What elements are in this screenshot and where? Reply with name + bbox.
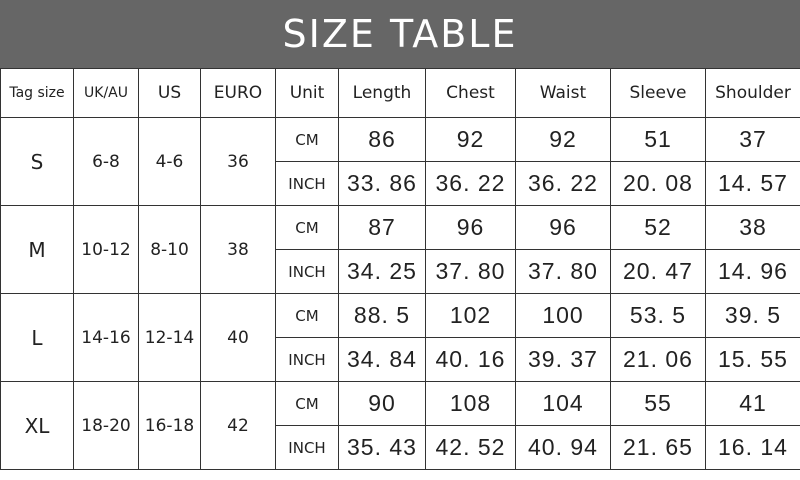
cell-measurement: 96 [515,205,611,250]
column-header: Waist [515,68,611,118]
cell-us: 4-6 [138,117,201,206]
table-row: INCH 33. 86 36. 22 36. 22 20. 08 14. 57 [1,161,800,206]
cell-measurement: 21. 65 [610,425,706,470]
cell-euro: 36 [200,117,276,206]
cell-measurement: 36. 22 [425,161,516,206]
table-row: S 6-8 4-6 36 CM 86 92 92 51 37 [0,117,800,206]
cell-unit: INCH [275,425,339,470]
cell-tag: M [0,205,74,294]
cell-euro: 38 [200,205,276,294]
cell-measurement: 20. 47 [610,249,706,294]
cell-euro: 40 [200,293,276,382]
cell-tag: S [0,117,74,206]
cell-measurement: 55 [610,381,706,426]
cell-measurement: 40. 16 [425,337,516,382]
cell-measurement: 37. 80 [425,249,516,294]
cell-measurement: 51 [610,117,706,162]
page-title: SIZE TABLE [0,0,800,68]
column-header: Length [338,68,426,118]
cell-unit: INCH [275,337,339,382]
table-row: INCH 35. 43 42. 52 40. 94 21. 65 16. 14 [1,425,800,470]
cell-measurement: 90 [338,381,426,426]
cell-unit: CM [275,381,339,426]
cell-measurement: 20. 08 [610,161,706,206]
cell-measurement: 108 [425,381,516,426]
cell-measurement: 15. 55 [705,337,800,382]
column-header: EURO [200,68,276,118]
cell-measurement: 104 [515,381,611,426]
cell-us: 12-14 [138,293,201,382]
cell-measurement: 87 [338,205,426,250]
cell-measurement: 34. 25 [338,249,426,294]
column-header: Chest [425,68,516,118]
cell-measurement: 53. 5 [610,293,706,338]
column-header: UK/AU [73,68,139,118]
cell-uk: 10-12 [73,205,139,294]
cell-measurement: 92 [515,117,611,162]
cell-measurement: 34. 84 [338,337,426,382]
cell-us: 8-10 [138,205,201,294]
column-header: Unit [275,68,339,118]
size-table: Tag size UK/AU US EURO Unit Length Chest Waist S… [0,68,800,470]
cell-tag: XL [0,381,74,470]
cell-measurement: 100 [515,293,611,338]
cell-unit: INCH [275,249,339,294]
cell-measurement: 102 [425,293,516,338]
cell-measurement: 92 [425,117,516,162]
cell-measurement: 88. 5 [338,293,426,338]
cell-unit: CM [275,293,339,338]
cell-measurement: 39. 5 [705,293,800,338]
cell-uk: 18-20 [73,381,139,470]
cell-measurement: 42. 52 [425,425,516,470]
table-row: XL 18-20 16-18 42 CM 90 108 104 55 41 [0,381,800,470]
cell-measurement: 52 [610,205,706,250]
cell-measurement: 40. 94 [515,425,611,470]
cell-unit: INCH [275,161,339,206]
column-header: Tag size [0,68,74,118]
cell-measurement: 37 [705,117,800,162]
cell-measurement: 38 [705,205,800,250]
cell-measurement: 21. 06 [610,337,706,382]
cell-measurement: 86 [338,117,426,162]
column-header: Sleeve [610,68,706,118]
cell-us: 16-18 [138,381,201,470]
cell-measurement: 14. 57 [705,161,800,206]
cell-measurement: 16. 14 [705,425,800,470]
table-row: L 14-16 12-14 40 CM 88. 5 102 100 53. 5 39. 5 [0,293,800,382]
cell-measurement: 35. 43 [338,425,426,470]
cell-measurement: 14. 96 [705,249,800,294]
cell-tag: L [0,293,74,382]
cell-uk: 14-16 [73,293,139,382]
cell-unit: CM [275,205,339,250]
cell-measurement: 39. 37 [515,337,611,382]
cell-measurement: 36. 22 [515,161,611,206]
cell-measurement: 41 [705,381,800,426]
column-header: Shoulder [705,68,800,118]
cell-measurement: 33. 86 [338,161,426,206]
cell-measurement: 96 [425,205,516,250]
table-row: M 10-12 8-10 38 CM 87 96 96 52 38 [0,205,800,294]
cell-euro: 42 [200,381,276,470]
table-row: INCH 34. 25 37. 80 37. 80 20. 47 14. 96 [1,249,800,294]
table-row: INCH 34. 84 40. 16 39. 37 21. 06 15. 55 [1,337,800,382]
cell-measurement: 37. 80 [515,249,611,294]
cell-unit: CM [275,117,339,162]
column-header: US [138,68,201,118]
cell-uk: 6-8 [73,117,139,206]
